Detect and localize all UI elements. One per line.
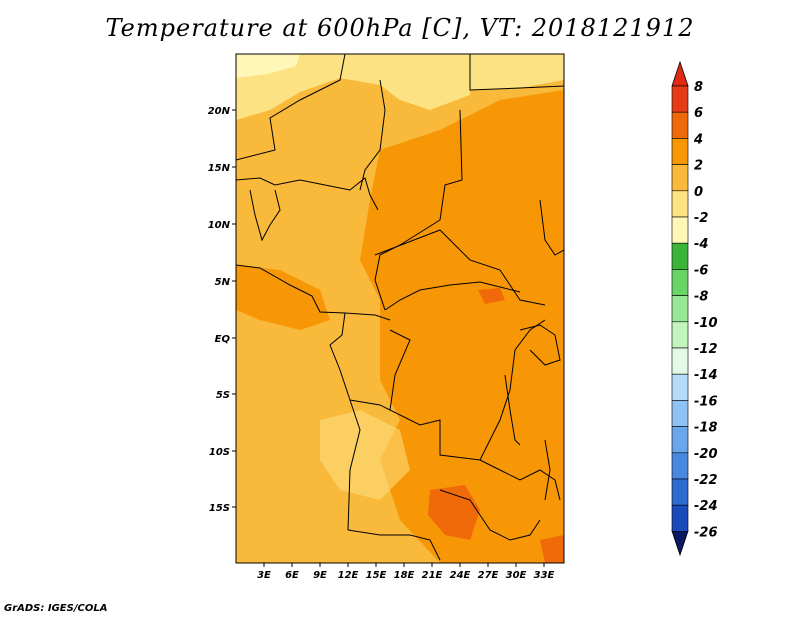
colorbar-segment [671,216,689,244]
lat-label-15n: 15N [208,163,231,174]
colorbar-segment [671,347,689,375]
colorbar-segment [671,242,689,270]
colorbar-segment [671,400,689,427]
lat-label-5n: 5N [215,277,231,288]
border-north-central [359,79,386,191]
lon-label-24e: 24E [450,570,471,581]
map-frame [235,53,565,564]
shading-hotspot-southeast [540,535,564,563]
colorbar-segment [671,269,689,296]
border-ethiopia [539,199,564,256]
colorbar-label: 8 [694,80,703,95]
map-panel [236,54,564,563]
colorbar-label: 6 [694,106,703,121]
map-boundaries [236,54,564,561]
colorbar-label: -2 [694,211,708,226]
colorbar-segment [671,164,689,192]
colorbar-label: -8 [694,290,708,305]
lat-label-15s: 15S [209,503,230,514]
colorbar-label: 4 [693,132,703,147]
border-northeast [469,54,564,91]
lon-label-30e: 30E [506,570,527,581]
coast-gulf-guinea [236,264,391,321]
shading-north-cool [236,54,470,120]
colorbar-label: -12 [694,342,718,357]
coast-atlantic-south [329,312,361,531]
lon-label-18e: 18E [394,570,415,581]
border-chad-sudan [374,109,463,311]
colorbar-label: -4 [694,237,708,252]
shading-northeast-cool [470,54,564,90]
colorbar-label: -26 [694,525,718,540]
colorbar-segment [671,190,689,218]
shading-north-coolest [236,54,300,78]
colorbar-segment [671,138,689,165]
lat-label-10n: 10N [208,220,231,231]
colorbar-label: 0 [694,185,703,200]
lat-label-eq: EQ [215,334,231,345]
colorbar-label: -18 [694,421,718,436]
chart-title: Temperature at 600hPa [C], VT: 201812191… [105,14,695,42]
border-zimbabwe [439,489,541,541]
shading-west-warm [236,265,330,330]
colorbar: 8 6 4 2 0 -2 -4 -6 -8 -10 -12 -14 -16 -18 -20 -22 -24 -26 [671,60,718,557]
lon-label-33e: 33E [534,570,555,581]
colorbar-label: -20 [694,447,718,462]
colorbar-label: 2 [694,159,703,174]
latitude-axis: 20N 15N 10N 5N EQ 5S 10S 15S [208,106,236,514]
lat-label-10s: 10S [209,447,230,458]
lake-tanganyika [504,374,521,446]
border-sahel [236,177,379,211]
colorbar-segment [671,478,689,506]
lat-label-20n: 20N [208,106,231,117]
colorbar-top-arrow [671,60,689,87]
colorbar-segment [671,295,689,323]
border-angola-north [349,399,391,411]
border-drc [389,319,546,461]
colorbar-segment [671,504,689,532]
lat-label-5s: 5S [216,390,230,401]
shading-southwest-cool [320,410,410,500]
colorbar-label: -24 [694,499,718,514]
colorbar-segment [671,85,689,113]
lon-label-9e: 9E [313,570,327,581]
border-car-south [374,229,546,306]
lon-label-21e: 21E [422,570,443,581]
border-angola-south [347,529,441,561]
longitude-axis: 3E 6E 9E 12E 15E 18E 21E 24E 27E 30E 33E [257,563,555,581]
colorbar-label: -14 [694,368,718,383]
colorbar-label: -16 [694,394,718,409]
lon-label-15e: 15E [366,570,387,581]
lon-label-3e: 3E [257,570,271,581]
border-northwest [236,54,346,161]
border-westafrica-inland [249,189,281,242]
colorbar-segment [671,111,689,139]
lake-malawi [544,439,551,501]
lake-victoria-area [519,324,561,366]
colorbar-segment [671,426,689,454]
colorbar-label: -6 [694,263,708,278]
lon-label-12e: 12E [338,570,359,581]
colorbar-segment [671,373,689,401]
colorbar-bottom-arrow [671,530,689,557]
footer-credit: GrADS: IGES/COLA [4,603,108,614]
border-zambia [479,459,561,501]
shading-central-warm [360,90,564,563]
colorbar-segment [671,452,689,480]
colorbar-label: -10 [694,316,718,331]
lon-label-6e: 6E [285,570,299,581]
border-congo-north [384,281,521,311]
lon-label-27e: 27E [478,570,499,581]
colorbar-segment [671,321,689,349]
colorbar-label: -22 [694,473,718,488]
shading-hotspot-central [478,288,505,304]
